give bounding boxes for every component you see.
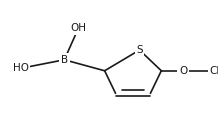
Text: B: B — [61, 55, 68, 65]
Text: O: O — [179, 66, 187, 76]
Text: OH: OH — [70, 23, 87, 33]
Text: CH₃: CH₃ — [209, 66, 218, 76]
Text: S: S — [136, 45, 143, 55]
Text: HO: HO — [13, 63, 29, 73]
